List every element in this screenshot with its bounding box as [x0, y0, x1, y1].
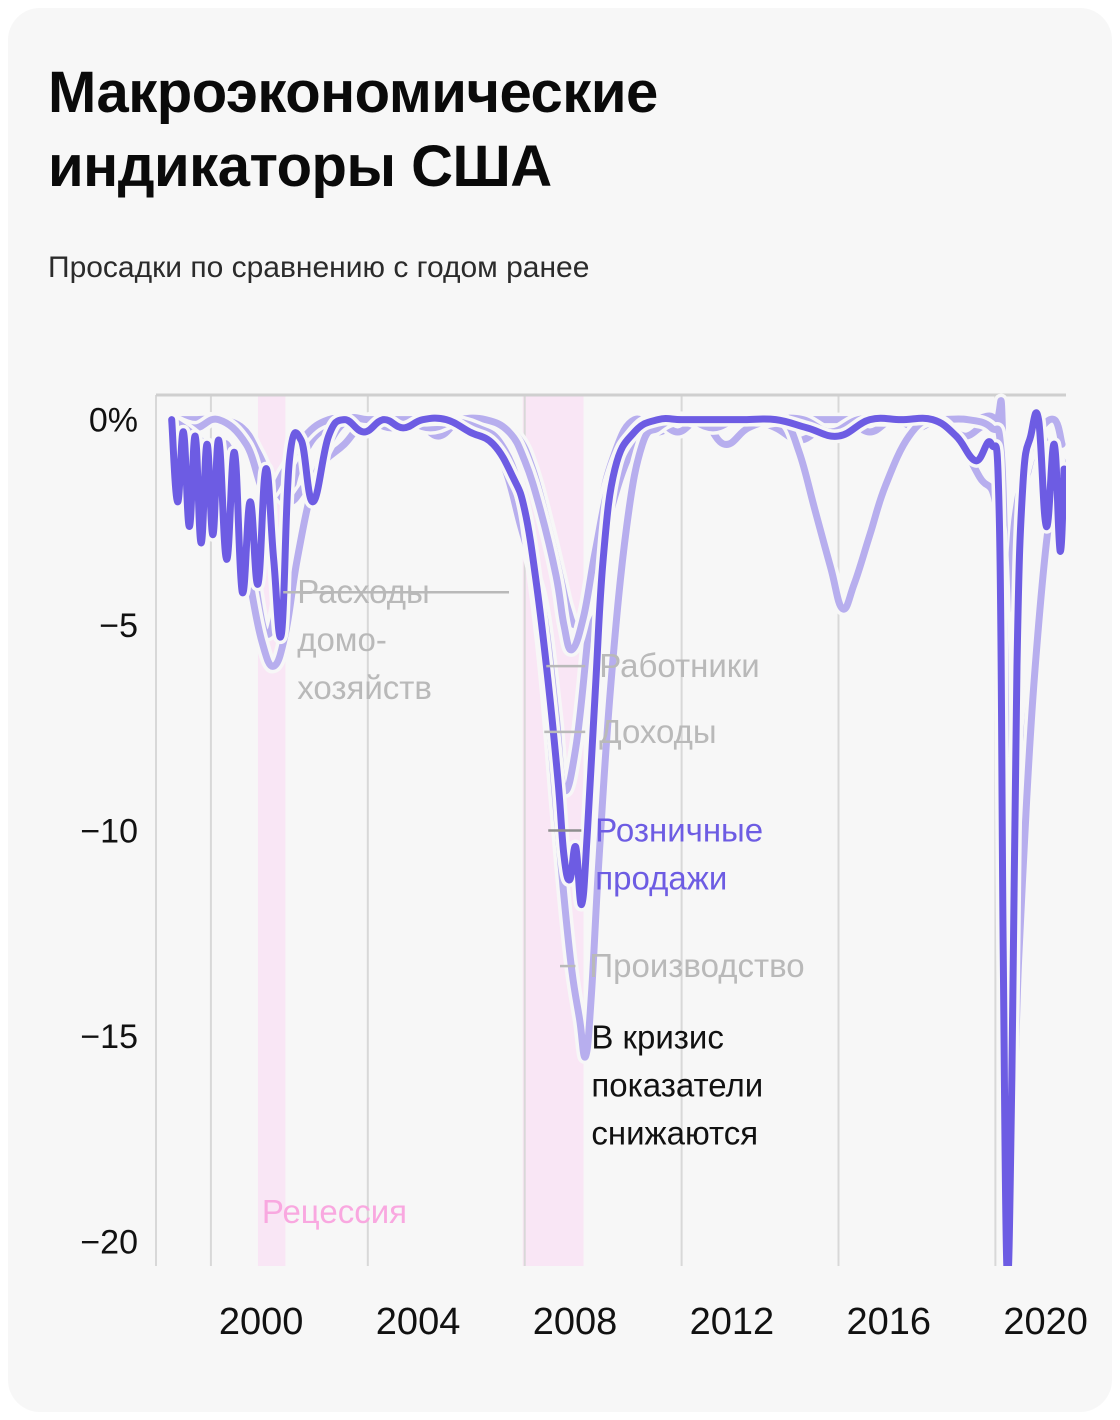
x-axis-tick-label: 2020 — [1003, 1301, 1088, 1343]
y-axis-tick-label: −5 — [99, 607, 138, 645]
y-axis-tick-label: −15 — [80, 1018, 138, 1056]
series-label: Работники — [599, 647, 759, 684]
recession-legend-group: Рецессия — [262, 1193, 407, 1230]
page-subtitle: Просадки по сравнению с годом ранее — [48, 251, 590, 284]
x-axis-ticks-group: 2000 2004 2008 2012 2016 2020 — [219, 1301, 1088, 1343]
x-axis-tick-label: 2000 — [219, 1301, 304, 1343]
page-title: Макроэкономические индикаторы США — [48, 60, 658, 200]
series-lines-group — [164, 393, 1066, 1266]
y-axis-ticks-group: 0% −5 −10 −15 −20 — [80, 402, 138, 1262]
chart-card: Макроэкономические индикаторы США Просад… — [8, 8, 1112, 1412]
crisis-annotation: В кризис показатели снижаются — [591, 1018, 763, 1151]
series-label: Доходы — [599, 713, 716, 750]
x-axis-tick-label: 2004 — [376, 1301, 461, 1343]
y-axis-tick-label: −20 — [80, 1223, 138, 1261]
series-labels-group: Расходы домо-хозяйств Работники Доходы Розни… — [283, 573, 805, 984]
x-axis-tick-label: 2012 — [690, 1301, 775, 1343]
annotation-group: В кризис показатели снижаются — [591, 1018, 763, 1151]
recession-legend-label: Рецессия — [262, 1193, 407, 1230]
y-axis-tick-label: −10 — [80, 813, 138, 851]
chart-plot-area: 0% −5 −10 −15 −20 2000 2004 2008 2012 2016 2020 Р… — [8, 8, 1112, 1412]
series-label: Производство — [589, 947, 804, 984]
series-stroke — [168, 409, 1066, 1266]
x-axis-tick-label: 2016 — [847, 1301, 932, 1343]
series-line-highlight — [164, 405, 1066, 1266]
y-axis-tick-label: 0% — [89, 402, 138, 440]
macro-indicators-line-chart: 0% −5 −10 −15 −20 2000 2004 2008 2012 2016 2020 Р… — [80, 393, 1088, 1343]
series-label: Расходы домо-хозяйств — [297, 573, 432, 706]
x-axis-tick-label: 2008 — [533, 1301, 618, 1343]
series-label: Розничные продажи — [595, 812, 763, 897]
